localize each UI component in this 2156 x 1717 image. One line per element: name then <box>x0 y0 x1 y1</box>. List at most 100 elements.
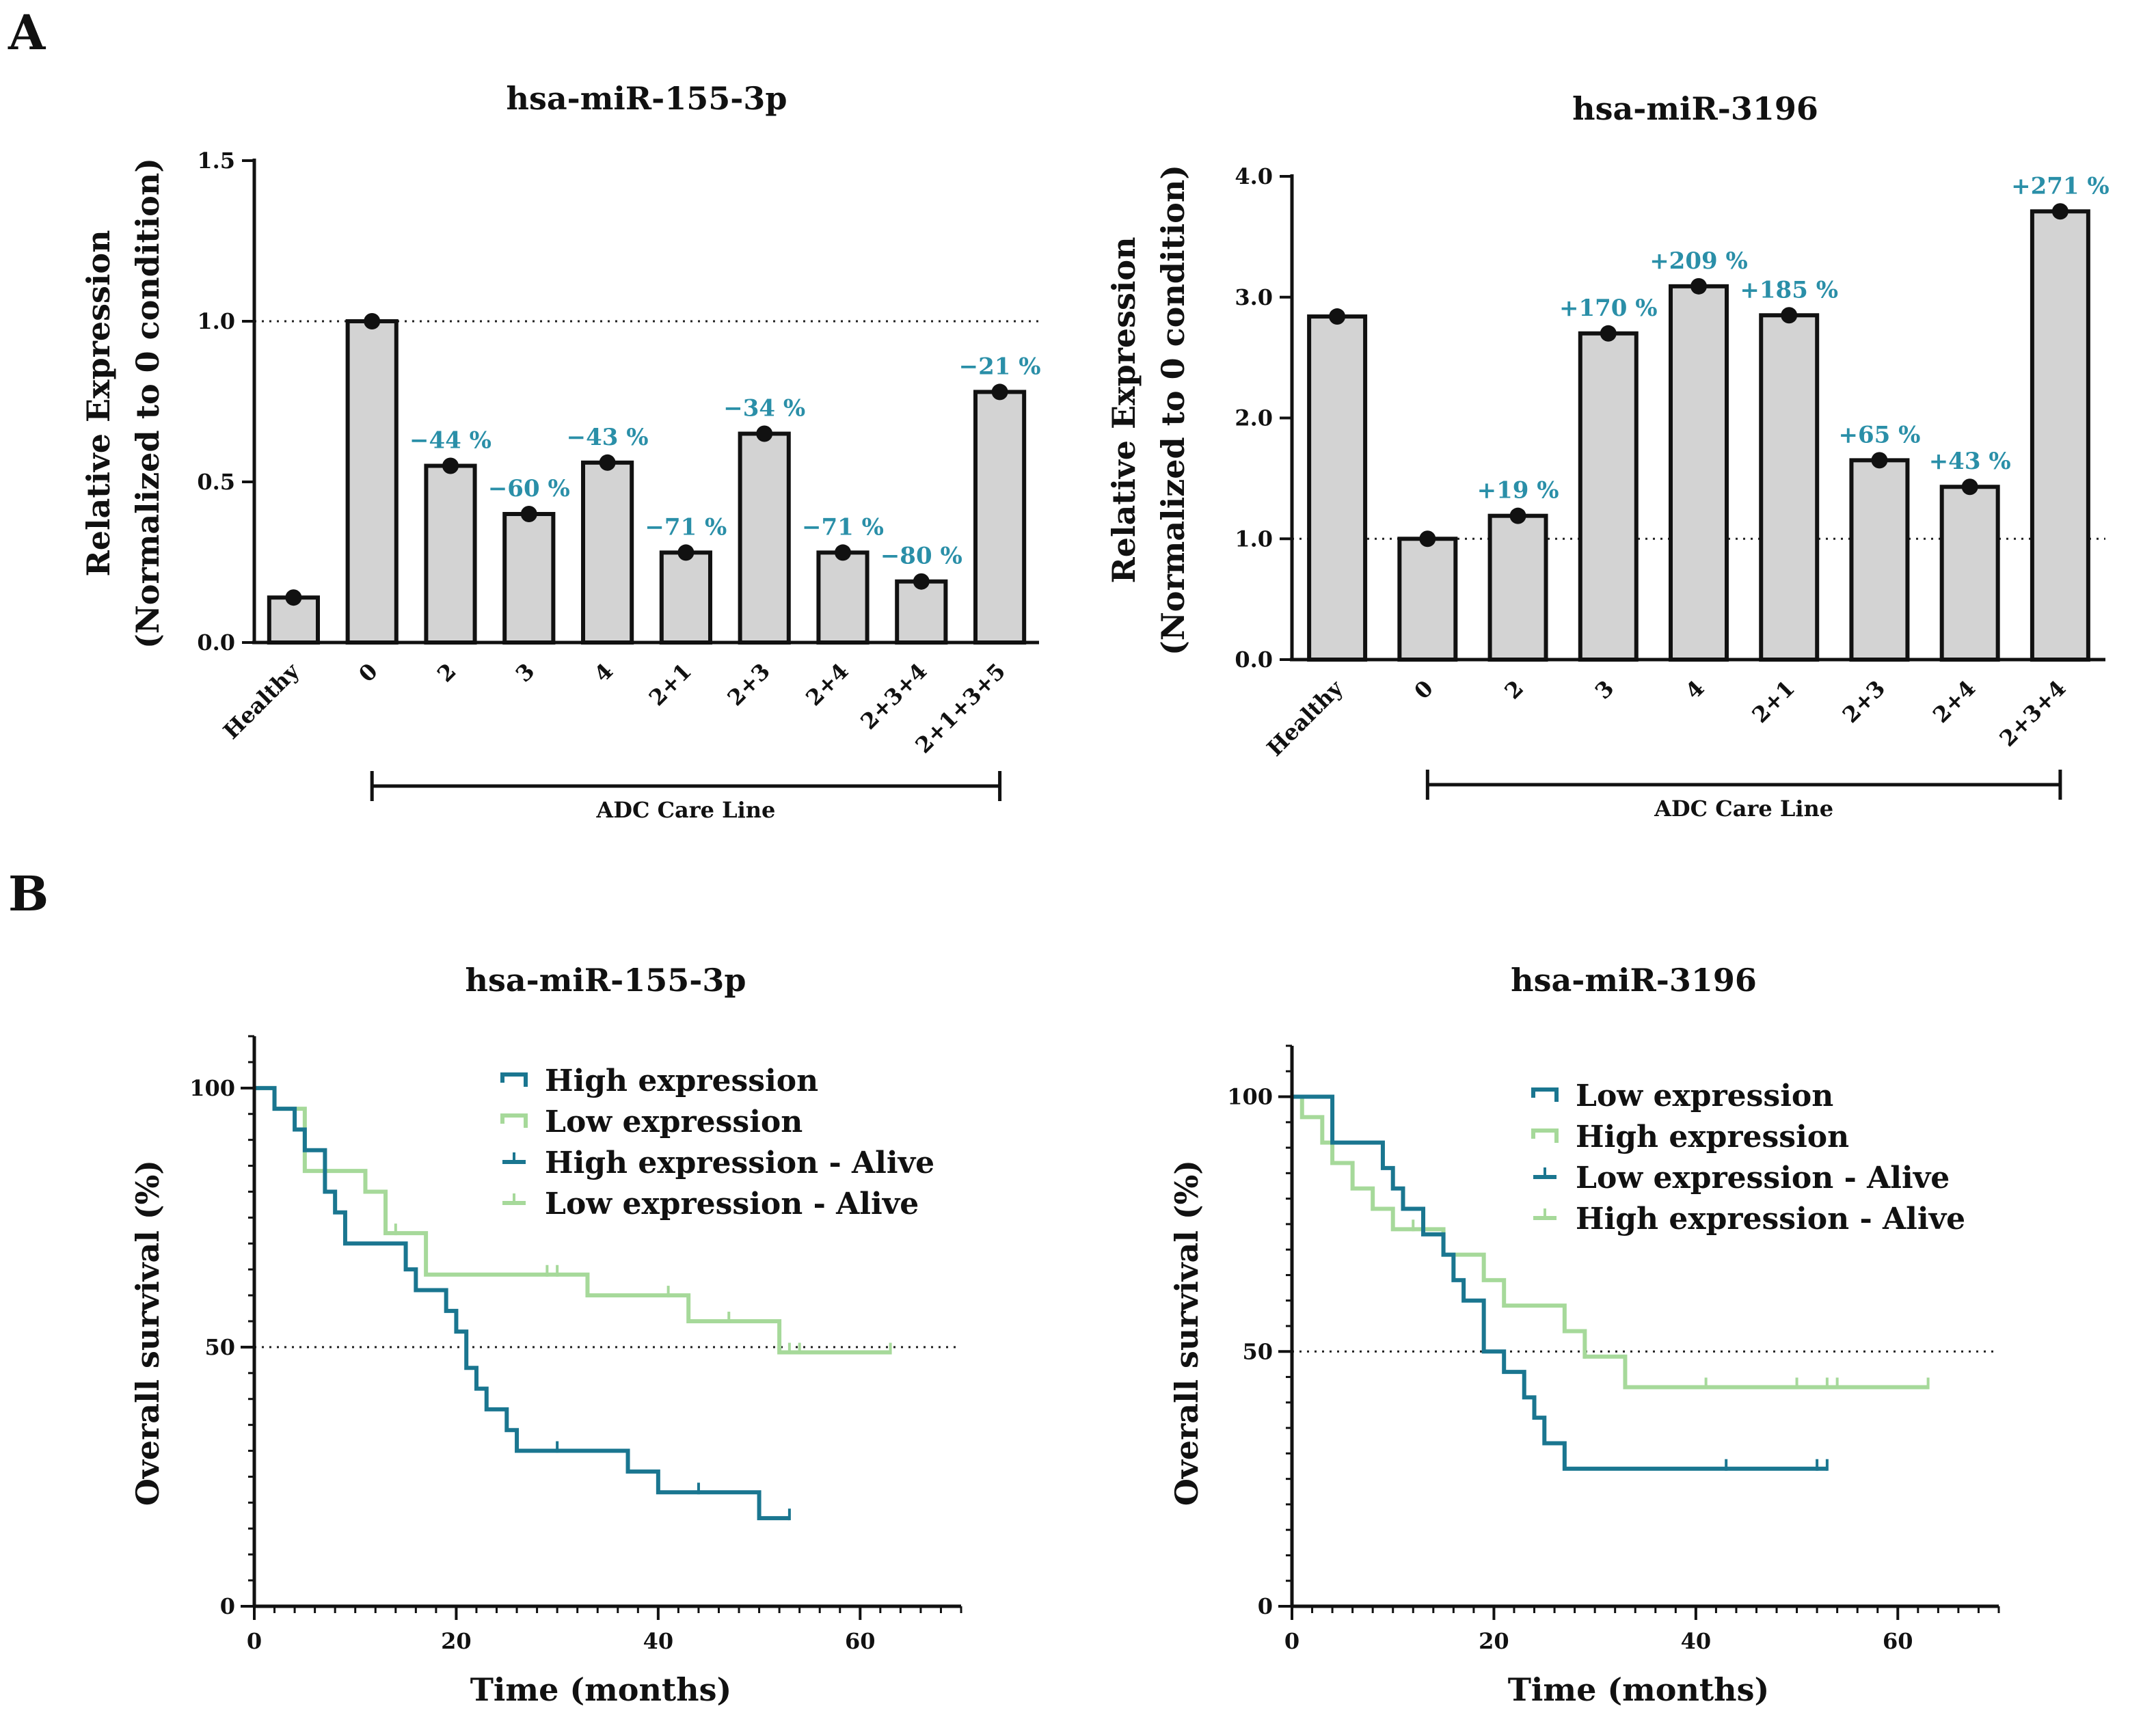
category-label: 0 <box>353 658 383 688</box>
y-tick-label: 0 <box>220 1593 235 1619</box>
y-axis-subtitle: (Normalized to 0 condition) <box>129 158 166 649</box>
bar-2+3+4 <box>895 579 948 645</box>
y-tick-label: 1.0 <box>1235 526 1273 552</box>
percent-label: −60 % <box>488 475 570 502</box>
data-point-2 <box>442 457 459 474</box>
x-tick-label: 40 <box>643 1628 674 1654</box>
bar-4 <box>1669 284 1729 662</box>
bar-chart-mir155: hsa-miR-155-3p Relative Expression (Normal… <box>80 80 1041 823</box>
y-tick-label: 3.0 <box>1235 284 1273 310</box>
x-tick-label: 20 <box>441 1628 472 1654</box>
y-tick-label: 0.0 <box>1235 647 1273 673</box>
bar-0 <box>345 319 399 645</box>
data-point-2+1 <box>677 544 695 561</box>
percent-label: −34 % <box>723 395 805 422</box>
survival-curve-low-expression <box>254 1085 891 1355</box>
percent-label: −43 % <box>567 424 649 451</box>
survival-chart-mir155: hsa-miR-155-3p Overall survival (%) Time (… <box>129 962 962 1708</box>
x-tick-label: 20 <box>1479 1628 1509 1654</box>
percent-label: +271 % <box>2011 172 2110 200</box>
percent-label: −21 % <box>959 353 1041 380</box>
bar-2+4 <box>1939 485 2000 662</box>
percent-label: −71 % <box>802 513 884 541</box>
survival-curve-high-expression <box>254 1085 790 1521</box>
category-label: 2 <box>1500 675 1529 705</box>
legend-entry: High expression - Alive <box>1576 1202 1965 1236</box>
y-tick-label: 0.5 <box>197 469 235 495</box>
y-tick-label: 2.0 <box>1235 405 1273 431</box>
x-axis-title: Time (months) <box>470 1671 732 1708</box>
legend-swatch <box>500 1072 528 1087</box>
data-point-3 <box>1600 325 1617 342</box>
category-label: 2 <box>432 658 461 688</box>
data-point-2+1+3+5 <box>991 383 1008 401</box>
bar-Healthy <box>1307 314 1368 662</box>
y-tick-label: 0 <box>1258 1593 1273 1619</box>
chart-title: hsa-miR-155-3p <box>507 80 787 117</box>
x-tick-label: 60 <box>1883 1628 1913 1654</box>
legend-entry: Low expression <box>545 1105 803 1139</box>
y-tick-label: 1.5 <box>197 148 235 174</box>
y-axis-subtitle: (Normalized to 0 condition) <box>1155 165 1191 655</box>
category-label: 2+3 <box>723 658 775 711</box>
category-label: 0 <box>1409 675 1438 705</box>
data-point-2+4 <box>1961 478 1978 496</box>
percent-label: +185 % <box>1740 276 1838 303</box>
category-label: 2+1 <box>1747 675 1800 728</box>
percent-label: +43 % <box>1929 448 2011 475</box>
bar-3 <box>1578 331 1639 662</box>
y-axis-title: Relative Expression <box>1105 236 1142 583</box>
survival-chart-mir3196: hsa-miR-3196 Overall survival (%) Time (mo… <box>1168 962 2000 1708</box>
legend-entry: Low expression <box>1576 1079 1833 1113</box>
data-point-Healthy <box>1329 308 1346 325</box>
data-point-0 <box>364 313 381 329</box>
survival-curve-high-expression <box>1292 1094 1928 1390</box>
y-tick-label: 1.0 <box>197 308 235 334</box>
data-point-2+3 <box>756 425 773 442</box>
data-point-2+1 <box>1781 307 1798 324</box>
x-tick-label: 0 <box>247 1628 262 1654</box>
legend-entry: Low expression - Alive <box>1576 1161 1950 1195</box>
legend-swatch <box>1531 1128 1559 1143</box>
bar-2+3 <box>1849 458 1910 662</box>
bar-2+4 <box>816 550 870 645</box>
x-tick-label: 0 <box>1284 1628 1299 1654</box>
x-axis-title: Time (months) <box>1508 1671 1770 1708</box>
percent-label: +170 % <box>1559 295 1658 322</box>
category-label: 2+4 <box>1928 675 1980 728</box>
x-tick-label: 40 <box>1681 1628 1712 1654</box>
data-point-2+4 <box>835 544 851 561</box>
chart-title: hsa-miR-3196 <box>1572 90 1818 127</box>
category-label: 3 <box>511 658 540 688</box>
legend-entry: Low expression - Alive <box>545 1187 919 1221</box>
y-axis-title: Overall survival (%) <box>1168 1160 1205 1506</box>
category-label: 4 <box>589 658 619 688</box>
percent-label: −44 % <box>409 427 491 455</box>
data-point-0 <box>1419 530 1436 547</box>
y-tick-label: 100 <box>189 1075 235 1101</box>
legend-swatch <box>1531 1087 1559 1102</box>
data-point-2+3 <box>1871 452 1888 469</box>
category-label: 2+3+4 <box>1995 675 2071 752</box>
category-label: 2+1 <box>644 658 697 711</box>
category-label: Healthy <box>1262 675 1349 761</box>
survival-curve-low-expression <box>1292 1094 1827 1471</box>
category-label: 4 <box>1680 675 1710 705</box>
legend-swatch <box>500 1113 528 1128</box>
legend-entry: High expression - Alive <box>545 1146 934 1180</box>
bar-3 <box>502 512 556 645</box>
percent-label: +209 % <box>1649 247 1748 275</box>
legend-entry: High expression <box>1576 1120 1849 1154</box>
x-tick-label: 60 <box>845 1628 876 1654</box>
category-label: Healthy <box>218 658 305 744</box>
chart-title: hsa-miR-155-3p <box>466 962 746 999</box>
data-point-2 <box>1509 507 1526 524</box>
bar-2+1+3+5 <box>973 390 1027 645</box>
data-point-2+3+4 <box>913 573 930 590</box>
y-tick-label: 100 <box>1227 1084 1273 1110</box>
percent-label: +65 % <box>1838 421 1920 448</box>
bar-2+3+4 <box>2030 209 2090 662</box>
data-point-Healthy <box>285 589 302 606</box>
bar-4 <box>581 460 634 645</box>
